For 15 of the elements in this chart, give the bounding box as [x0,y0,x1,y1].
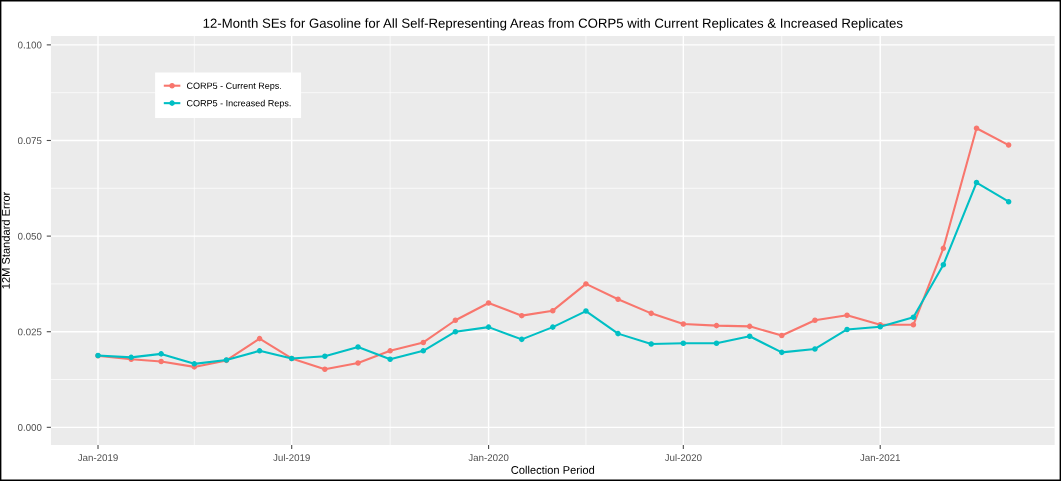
legend-label: CORP5 - Current Reps. [186,82,281,91]
y-axis-title: 12M Standard Error [1,191,10,289]
y-tick-label: 0.050 [17,232,42,240]
x-tick-label: Jul-2019 [273,453,310,462]
x-tick-label: Jan-2021 [860,454,901,462]
y-tick-label: 0.025 [17,328,42,336]
legend-label: CORP5 - Increased Reps. [186,99,291,109]
chart-title: 12-Month SEs for Gasoline for All Self-Representing Areas from CORP5 with Current Replicates & Increased Replicates [203,18,903,31]
x-axis-title: Collection Period [511,465,595,474]
x-tick-label: Jul-2020 [664,453,702,462]
y-tick-label: 0.000 [17,424,42,431]
x-tick-label: Jan-2020 [468,454,509,462]
y-tick-label: 0.075 [17,137,42,145]
y-tick-label: 0.100 [17,41,42,49]
x-tick-label: Jan-2019 [77,454,118,462]
